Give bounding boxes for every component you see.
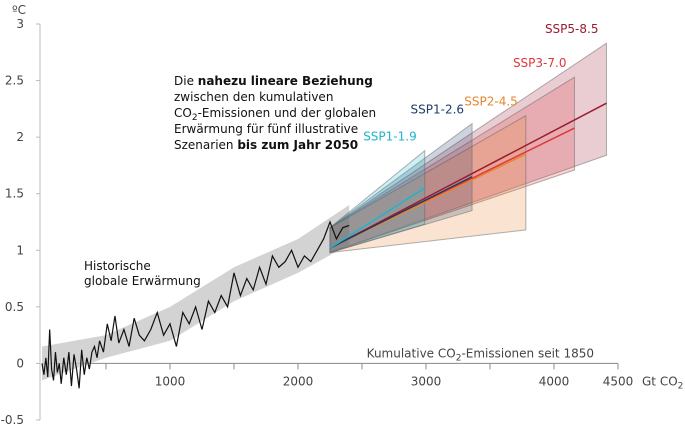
y-tick-label: 0 bbox=[16, 356, 24, 370]
y-tick-label: 2 bbox=[16, 130, 24, 144]
x-tick-label: 2000 bbox=[283, 374, 314, 388]
annotation-part: CO bbox=[174, 106, 192, 120]
annotation-part: 2 bbox=[192, 113, 198, 123]
x-tick-label: 4500 bbox=[603, 374, 634, 388]
y-tick-label: 2.5 bbox=[5, 74, 24, 88]
annotation-part: Die bbox=[174, 74, 198, 88]
annotation: CO2-Emissionen und der globalen bbox=[174, 106, 376, 123]
annotation-part: Erwärmung für fünf illustrative bbox=[174, 122, 358, 136]
annotation: Die nahezu lineare Beziehung bbox=[174, 74, 373, 88]
y-unit: ºC bbox=[12, 3, 26, 17]
annotation-part: bis zum Jahr 2050 bbox=[237, 138, 358, 152]
y-tick-label: 0.5 bbox=[5, 300, 24, 314]
annotation: Szenarien bis zum Jahr 2050 bbox=[174, 138, 358, 152]
annotation: zwischen den kumulativen bbox=[174, 90, 333, 104]
legend-label: SSP2-4.5 bbox=[464, 95, 518, 109]
legend-label: SSP1-1.9 bbox=[363, 130, 417, 144]
y-tick-label: 3 bbox=[16, 17, 24, 31]
history-label: globale Erwärmung bbox=[84, 274, 201, 288]
x-tick-label: 1000 bbox=[155, 374, 186, 388]
history-label: Historische bbox=[84, 259, 151, 273]
x-axis-label: Kumulative CO2-Emissionen seit 1850 bbox=[367, 346, 594, 363]
x-tick-label: 3000 bbox=[411, 374, 442, 388]
x-axis-label-part: Kumulative CO bbox=[367, 346, 456, 360]
x-unit-part: 2 bbox=[678, 381, 684, 391]
annotation-part: nahezu lineare Beziehung bbox=[198, 74, 373, 88]
y-tick-label: 1.5 bbox=[5, 187, 24, 201]
history-band bbox=[42, 205, 350, 381]
y-tick-label: 1 bbox=[16, 243, 24, 257]
scenario-line bbox=[329, 102, 607, 249]
legend-label: SSP1-2.6 bbox=[411, 103, 465, 117]
annotation-part: -Emissionen und der globalen bbox=[198, 106, 377, 120]
history-line bbox=[41, 220, 350, 389]
x-tick-label: 4000 bbox=[539, 374, 570, 388]
legend-label: SSP3-7.0 bbox=[513, 56, 567, 70]
scenario-line bbox=[329, 176, 473, 249]
legend-label: SSP5-8.5 bbox=[545, 22, 599, 36]
y-tick-label: -0.5 bbox=[1, 413, 24, 427]
scenario-line bbox=[329, 187, 426, 249]
x-unit: Gt CO2 bbox=[642, 374, 683, 391]
scenario-range bbox=[329, 149, 426, 254]
annotation-part: Szenarien bbox=[174, 138, 237, 152]
x-axis-label-part: 2 bbox=[456, 353, 462, 363]
x-axis-label-part: -Emissionen seit 1850 bbox=[461, 346, 594, 360]
annotation: Erwärmung für fünf illustrative bbox=[174, 122, 358, 136]
annotation-part: zwischen den kumulativen bbox=[174, 90, 333, 104]
x-unit-part: Gt CO bbox=[642, 374, 678, 388]
